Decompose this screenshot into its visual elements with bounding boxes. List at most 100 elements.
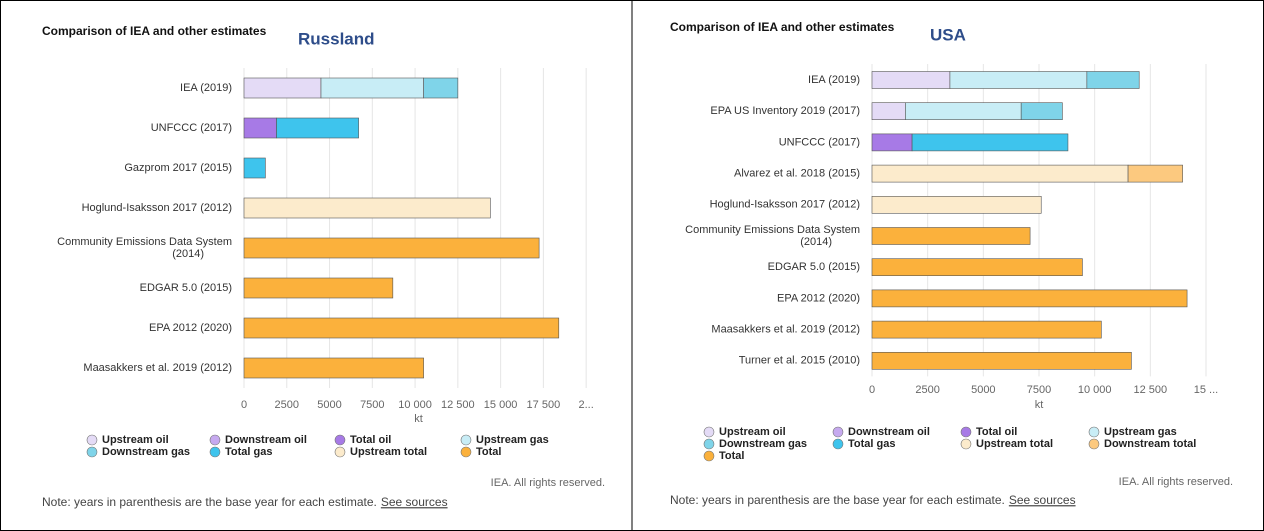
x-tick-label: 15 ... [1194,384,1218,396]
sources-link[interactable]: See sources [381,495,448,509]
category-label: Alvarez et al. 2018 (2015) [734,168,860,180]
legend-label: Downstream gas [102,446,190,458]
bar-segment [871,196,1042,214]
x-tick-label: 0 [869,384,875,396]
legend-label: Upstream total [350,446,427,458]
category-label: Gazprom 2017 (2015) [124,162,232,174]
category-label-line: Community Emissions Data System [57,236,232,248]
category-label: Maasakkers et al. 2019 (2012) [711,324,860,336]
sources-link[interactable]: See sources [1009,493,1076,507]
bar-segment [1086,71,1140,89]
chart-subtitle: Russland [298,29,375,48]
category-label-line: (2014) [172,248,204,260]
chart-title: Comparison of IEA and other estimates [670,20,895,34]
x-tick-label: 7500 [360,399,384,411]
x-tick-label: 12 500 [1134,384,1168,396]
category-label-line: (2014) [800,236,832,248]
bar-segment [871,289,1188,308]
x-tick-label: 10 000 [398,399,432,411]
legend-swatch [703,438,715,450]
bar-segment [871,71,951,89]
bar-segment [243,77,322,99]
legend-swatch [960,426,972,438]
bar-segment [1020,102,1063,120]
x-tick-label: 12 500 [441,399,475,411]
bar-segment [871,102,906,120]
category-label: EPA US Inventory 2019 (2017) [710,105,860,117]
x-tick-label: 0 [241,399,247,411]
bar-segment [871,133,913,152]
bar-segment [243,277,394,299]
category-label: Community Emissions Data System (2014) [685,224,860,248]
category-label: EPA 2012 (2020) [777,292,860,304]
legend-label: Upstream gas [1104,426,1177,438]
bar-segment [243,317,560,339]
bar-segment [871,258,1083,277]
x-tick-label: 17 500 [527,399,561,411]
category-label: Turner et al. 2015 (2010) [739,355,860,367]
bar-segment [276,117,359,139]
legend-swatch [460,446,472,458]
category-label: EDGAR 5.0 (2015) [140,282,232,294]
legend-swatch [334,446,346,458]
legend-label: Downstream oil [225,434,307,446]
bar-segment [423,77,459,99]
category-label: UNFCCC (2017) [779,136,860,148]
x-tick-label: 5000 [971,384,995,396]
note: Note: years in parenthesis are the base … [670,493,1005,507]
legend-label: Total oil [350,434,391,446]
category-label: Maasakkers et al. 2019 (2012) [83,362,232,374]
category-label: IEA (2019) [808,74,860,86]
legend-label: Downstream total [1104,438,1196,450]
bar-segment [1127,164,1183,183]
legend-swatch [832,426,844,438]
category-label-line: Community Emissions Data System [685,224,860,236]
category-label: UNFCCC (2017) [151,122,232,134]
x-tick-label: 2500 [275,399,299,411]
x-tick-label: 7500 [1027,384,1051,396]
bar-segment [243,157,266,179]
x-tick-label: 5000 [317,399,341,411]
category-label: Hoglund-Isaksson 2017 (2012) [82,202,232,214]
bar-segment [243,197,491,219]
x-axis-label: kt [414,413,423,425]
category-label: EPA 2012 (2020) [149,322,232,334]
legend-label: Upstream oil [102,434,169,446]
note: Note: years in parenthesis are the base … [42,495,377,509]
legend-swatch [1088,426,1100,438]
x-tick-label: 2... [579,399,594,411]
legend-label: Upstream oil [719,426,786,438]
legend-swatch [334,434,346,446]
bar-segment [320,77,424,99]
legend-swatch [460,434,472,446]
category-label: IEA (2019) [180,82,232,94]
legend-label: Total [719,450,744,462]
chart-subtitle: USA [930,25,966,44]
bar-segment [911,133,1069,152]
bar-segment [949,71,1088,89]
bar-segment [871,227,1031,245]
legend-swatch [832,438,844,450]
category-label: Hoglund-Isaksson 2017 (2012) [710,199,860,211]
legend-swatch [960,438,972,450]
legend-label: Total gas [848,438,895,450]
legend-swatch [703,426,715,438]
legend-label: Total [476,446,501,458]
legend-swatch [703,450,715,462]
legend-swatch [86,446,98,458]
legend-label: Downstream oil [848,426,930,438]
bar-segment [871,164,1129,183]
legend-label: Total oil [976,426,1017,438]
legend-swatch [1088,438,1100,450]
legend-label: Downstream gas [719,438,807,450]
legend-swatch [86,434,98,446]
bar-segment [243,357,424,379]
bar-segment [871,351,1132,370]
credit: IEA. All rights reserved. [491,477,605,489]
x-axis-label: kt [1035,399,1044,411]
bar-segment [243,117,277,139]
legend-label: Upstream total [976,438,1053,450]
x-tick-label: 2500 [915,384,939,396]
credit: IEA. All rights reserved. [1119,476,1233,488]
